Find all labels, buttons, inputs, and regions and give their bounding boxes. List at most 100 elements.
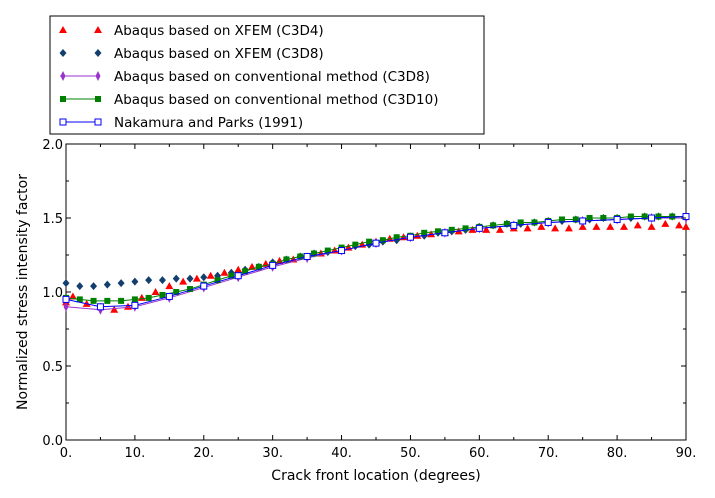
data-point [379, 237, 386, 244]
data-point [406, 233, 414, 241]
x-tick-label: 70. [538, 446, 559, 461]
data-point [145, 294, 152, 301]
data-point [421, 229, 428, 236]
data-point [220, 268, 229, 276]
x-tick-label: 20. [193, 446, 214, 461]
data-point [242, 268, 249, 275]
data-point [613, 215, 621, 223]
legend-marker [95, 96, 101, 102]
data-point [62, 295, 70, 303]
data-point [118, 297, 125, 304]
x-axis-title: Crack front location (degrees) [271, 468, 480, 484]
legend-box [49, 15, 485, 135]
legend-label: Abaqus based on XFEM (C3D4) [114, 23, 324, 39]
data-point [187, 286, 193, 293]
legend-entry: Abaqus based on XFEM (C3D8) [59, 46, 324, 62]
x-tick-label: 40. [331, 446, 352, 461]
data-point [62, 279, 70, 288]
x-tick-label: 10. [125, 446, 146, 461]
data-point [462, 225, 469, 232]
data-point [200, 273, 208, 282]
legend-label: Abaqus based on conventional method (C3D… [114, 92, 439, 108]
data-point [523, 224, 532, 232]
legend-entry: Abaqus based on XFEM (C3D4) [59, 23, 324, 39]
data-point [200, 282, 208, 290]
x-axis: 0. 10. 20. 30. 40. 50. 60. 70. 80. 90. [60, 144, 696, 461]
data-point [269, 261, 277, 269]
data-point [338, 247, 346, 255]
data-point [110, 305, 119, 313]
data-point [234, 265, 243, 273]
data-point [531, 219, 538, 226]
data-point [303, 252, 311, 260]
data-point [620, 222, 628, 230]
legend-marker [59, 26, 67, 33]
data-point [682, 213, 690, 221]
x-tick-label: 0. [60, 446, 72, 461]
legend-marker [94, 26, 102, 33]
data-point [544, 218, 552, 226]
data-point [393, 234, 400, 241]
data-point [606, 222, 615, 230]
data-point [63, 301, 69, 312]
data-point [90, 282, 98, 291]
data-point [669, 213, 676, 220]
x-tick-label: 80. [607, 446, 628, 461]
legend-marker [95, 71, 101, 81]
series-layer [62, 212, 690, 315]
legend-label: Abaqus based on XFEM (C3D8) [114, 46, 324, 62]
data-point [517, 219, 524, 226]
data-point [131, 296, 138, 303]
data-point [537, 222, 546, 230]
data-point [655, 213, 662, 220]
data-point [427, 230, 436, 238]
data-point [179, 277, 188, 285]
y-tick-label: 1.5 [42, 212, 63, 227]
data-point [510, 221, 518, 229]
data-point [131, 301, 139, 309]
data-point [633, 221, 642, 229]
legend-label: Abaqus based on conventional method (C3D… [114, 69, 430, 85]
legend-marker [60, 71, 66, 81]
data-point [448, 226, 455, 233]
data-point [90, 297, 97, 304]
data-point [165, 282, 174, 290]
data-point [372, 239, 380, 247]
data-point [496, 225, 504, 233]
data-point [117, 279, 125, 288]
y-tick-label: 2.0 [42, 138, 63, 153]
y-axis-title: Normalized stress intensity factor [15, 174, 31, 410]
data-point [76, 282, 84, 291]
data-point [490, 222, 497, 229]
legend-entry: Abaqus based on conventional method (C3D… [60, 69, 430, 85]
y-tick-label: 1.0 [42, 286, 63, 301]
data-point [283, 256, 290, 263]
data-point [661, 219, 670, 227]
data-point [68, 292, 77, 300]
data-point [475, 224, 483, 232]
data-point [228, 272, 235, 279]
legend: Abaqus based on XFEM (C3D4) Abaqus based … [49, 15, 485, 135]
data-point [96, 303, 104, 311]
data-point [173, 289, 180, 295]
series-5 [62, 213, 690, 311]
data-point [647, 222, 656, 230]
legend-entry: Nakamura and Parks (1991) [59, 115, 303, 131]
data-point [76, 296, 83, 303]
legend-label: Nakamura and Parks (1991) [114, 115, 303, 131]
legend-marker [60, 96, 66, 102]
data-point [641, 213, 648, 220]
data-point [675, 221, 684, 229]
data-point [441, 229, 449, 237]
legend-marker [59, 49, 67, 57]
data-point [551, 224, 560, 232]
data-point [145, 276, 153, 285]
data-point [186, 274, 194, 283]
data-point [104, 297, 111, 304]
y-tick-label: 0.0 [42, 434, 63, 449]
data-point [579, 217, 587, 225]
y-tick-label: 0.5 [42, 360, 63, 375]
legend-marker [94, 49, 102, 57]
x-tick-label: 50. [400, 446, 421, 461]
legend-marker [94, 118, 102, 126]
